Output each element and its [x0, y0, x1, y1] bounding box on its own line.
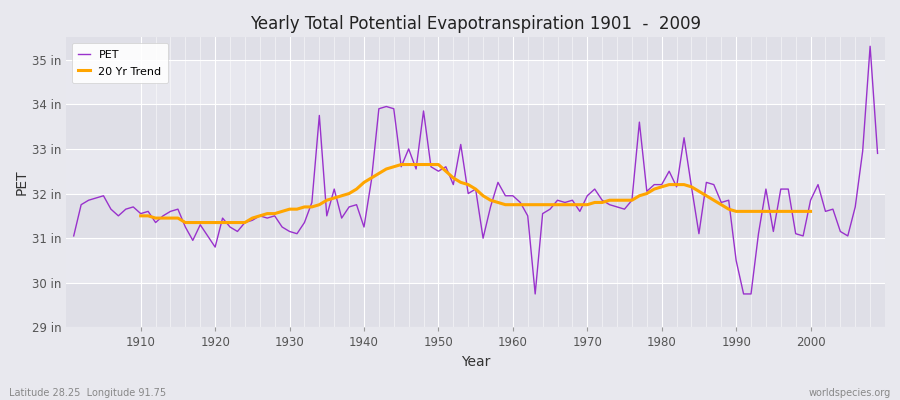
20 Yr Trend — [396, 162, 407, 167]
Bar — [67, 194, 885, 238]
20 Yr Trend — [299, 204, 310, 209]
Y-axis label: PET: PET — [15, 170, 29, 195]
20 Yr Trend — [797, 209, 808, 214]
X-axis label: Year: Year — [461, 355, 491, 369]
Bar — [67, 149, 885, 194]
20 Yr Trend — [225, 220, 236, 225]
Text: Latitude 28.25  Longitude 91.75: Latitude 28.25 Longitude 91.75 — [9, 388, 166, 398]
PET — [292, 231, 302, 236]
PET — [337, 216, 347, 220]
Line: 20 Yr Trend: 20 Yr Trend — [140, 164, 811, 222]
Text: worldspecies.org: worldspecies.org — [809, 388, 891, 398]
PET — [865, 44, 876, 49]
20 Yr Trend — [135, 214, 146, 218]
20 Yr Trend — [314, 202, 325, 207]
Bar — [67, 104, 885, 149]
Bar — [67, 283, 885, 328]
PET — [128, 204, 139, 209]
PET — [530, 292, 541, 296]
PET — [500, 193, 511, 198]
20 Yr Trend — [716, 202, 726, 207]
20 Yr Trend — [537, 202, 548, 207]
PET — [508, 193, 518, 198]
Bar — [67, 238, 885, 283]
Title: Yearly Total Potential Evapotranspiration 1901  -  2009: Yearly Total Potential Evapotranspiratio… — [250, 15, 701, 33]
Bar — [67, 60, 885, 104]
20 Yr Trend — [180, 220, 191, 225]
PET — [68, 234, 79, 238]
Bar — [67, 15, 885, 60]
Line: PET: PET — [74, 46, 878, 294]
PET — [872, 151, 883, 156]
20 Yr Trend — [806, 209, 816, 214]
PET — [604, 202, 615, 207]
Legend: PET, 20 Yr Trend: PET, 20 Yr Trend — [72, 43, 168, 83]
